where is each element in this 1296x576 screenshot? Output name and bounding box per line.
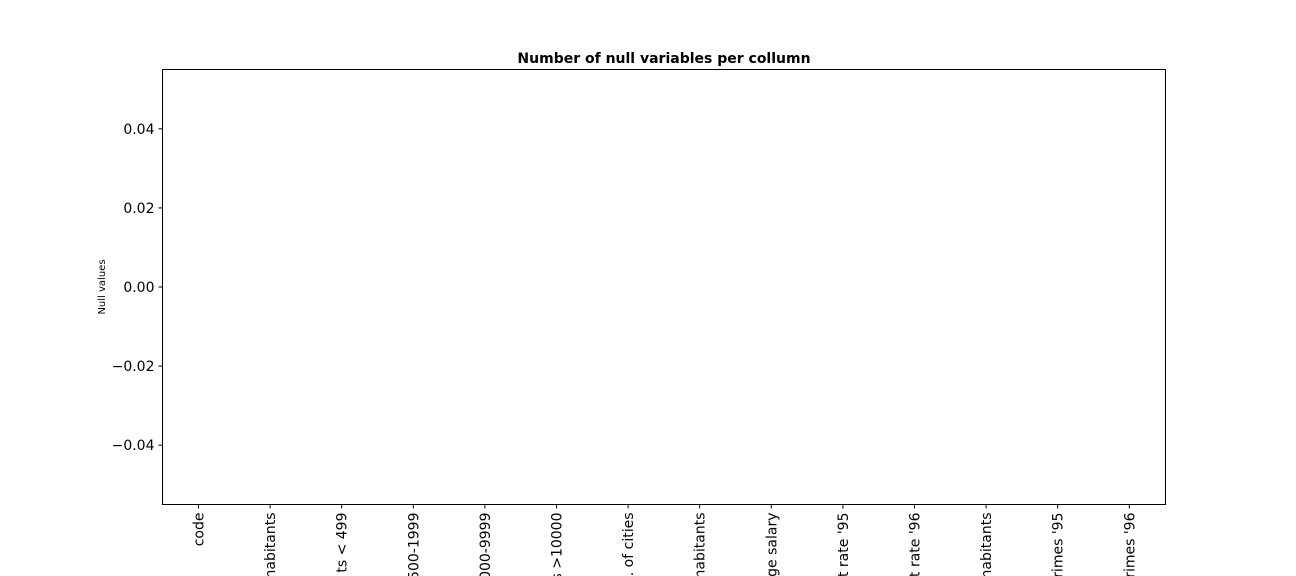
y-tick-label: 0.00 [123,280,154,296]
x-tick-label: ts < 499 [335,513,351,573]
y-axis-label: Null values [97,259,108,314]
x-tick-label: ge salary [764,513,780,576]
x-tick-label: . of cities [621,513,637,576]
x-tick-label: rimes '95 [1051,513,1067,576]
x-tick-label: habitants [693,513,709,576]
x-tick-label: habitants [263,513,279,576]
x-tick-label: s >10000 [550,513,566,576]
x-tick-label: 000-9999 [478,513,494,576]
x-tick-label: t rate '96 [908,512,924,576]
x-tick-label: 500-1999 [406,513,422,576]
y-axis: 0.04 0.02 0.00 −0.02 −0.04 [112,122,163,454]
x-tick-label: habitants [979,513,995,576]
x-tick-label: rimes '96 [1122,512,1138,576]
x-tick-label: code [192,513,208,547]
y-tick-label: 0.02 [123,201,154,217]
x-axis: code habitants ts < 499 500-1999 000-9999 s >… [192,504,1138,576]
y-tick-label: −0.02 [112,359,155,375]
chart-title: Number of null variables per collumn [517,51,810,67]
y-tick-label: 0.04 [123,122,154,138]
plot-area [162,69,1166,505]
x-tick-label: t rate '95 [836,513,852,576]
y-tick-label: −0.04 [112,438,155,454]
